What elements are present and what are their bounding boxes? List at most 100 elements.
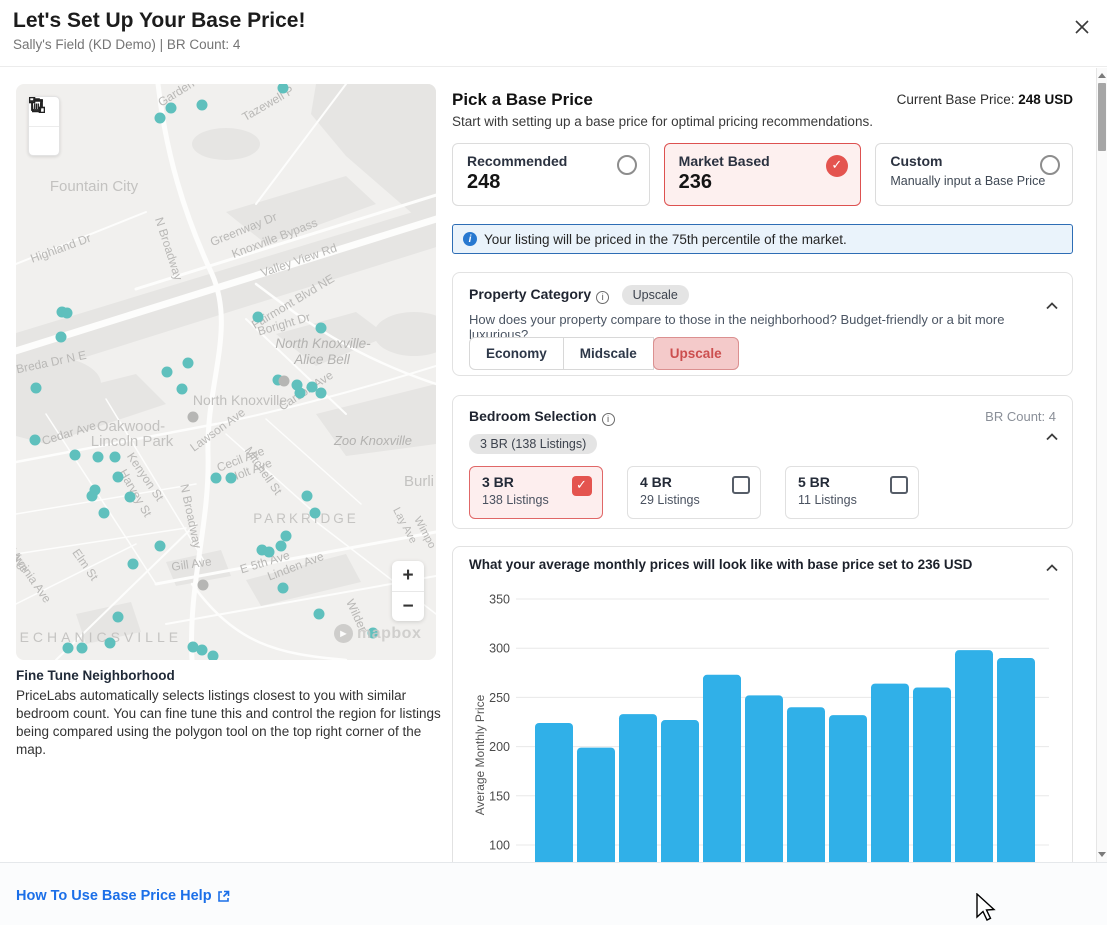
option-market-based[interactable]: Market Based 236 — [663, 143, 862, 206]
map-listing-dot[interactable] — [294, 387, 306, 399]
map-listing-dot[interactable] — [187, 411, 199, 423]
collapse-chevron-icon[interactable] — [1046, 428, 1058, 446]
map-listing-dot[interactable] — [104, 637, 116, 649]
map-listing-dot[interactable] — [196, 644, 208, 656]
vertical-scrollbar[interactable] — [1096, 68, 1107, 862]
chart-y-tick-label: 300 — [489, 642, 510, 656]
map-listing-dot[interactable] — [29, 434, 41, 446]
map-listing-dot[interactable] — [124, 491, 136, 503]
option-recommended[interactable]: Recommended 248 — [452, 143, 650, 206]
map-listing-dot[interactable] — [210, 472, 222, 484]
property-category-segmented: Economy Midscale Upscale — [469, 337, 739, 370]
chart-y-tick-label: 150 — [489, 789, 510, 803]
map-listing-dot[interactable] — [76, 642, 88, 654]
zoom-in-button[interactable]: + — [402, 565, 414, 586]
map-listing-dot[interactable] — [306, 381, 318, 393]
map-listing-dot[interactable] — [280, 530, 292, 542]
map-listing-dot[interactable] — [263, 546, 275, 558]
map-listing-dot[interactable] — [154, 112, 166, 124]
map-listing-dot[interactable] — [127, 558, 139, 570]
map-listing-dot[interactable] — [313, 608, 325, 620]
map-listing-dot[interactable] — [61, 307, 73, 319]
map-listing-dot[interactable] — [161, 366, 173, 378]
map-listing-dot[interactable] — [165, 102, 177, 114]
map-listing-dot[interactable] — [315, 387, 327, 399]
segment-upscale[interactable]: Upscale — [652, 337, 739, 370]
map-listing-dot[interactable] — [112, 611, 124, 623]
map-listing-dot[interactable] — [275, 540, 287, 552]
modal-body: Garden Dr Tazewell P Fountain City Highland… — [0, 68, 1096, 862]
chart-bar — [577, 747, 615, 862]
map-listing-dot[interactable] — [367, 627, 379, 639]
segment-midscale[interactable]: Midscale — [563, 337, 654, 370]
map-listing-dot[interactable] — [69, 449, 81, 461]
page-title: Let's Set Up Your Base Price! — [13, 9, 306, 32]
scrollbar-down-arrow[interactable] — [1097, 848, 1107, 861]
map-listing-dot[interactable] — [277, 582, 289, 594]
help-link[interactable]: How To Use Base Price Help — [16, 888, 230, 904]
info-icon[interactable] — [601, 413, 615, 426]
map-listing-dot[interactable] — [252, 311, 264, 323]
collapse-chevron-icon[interactable] — [1046, 297, 1058, 315]
map-listing-dot[interactable] — [92, 451, 104, 463]
map-listing-dot[interactable] — [109, 451, 121, 463]
delete-polygon-button[interactable] — [29, 98, 59, 155]
map-place-label: Lincoln Park — [91, 433, 174, 450]
fine-tune-title: Fine Tune Neighborhood — [16, 668, 175, 683]
zoom-out-button[interactable]: − — [392, 591, 424, 621]
info-icon[interactable] — [596, 291, 610, 304]
map-listing-dot[interactable] — [196, 99, 208, 111]
chart-bar — [787, 707, 825, 862]
map-place-label: N Broadway — [152, 216, 186, 283]
segment-economy[interactable]: Economy — [469, 337, 564, 370]
neighborhood-map[interactable]: Garden Dr Tazewell P Fountain City Highland… — [16, 84, 436, 660]
br-count-label: BR Count: 4 — [985, 409, 1056, 424]
bedroom-options: 3 BR 138 Listings 4 BR 29 Listings 5 BR … — [469, 466, 919, 519]
map-listing-dot[interactable] — [112, 471, 124, 483]
map-listing-dot[interactable] — [301, 490, 313, 502]
map-listing-dot[interactable] — [182, 357, 194, 369]
checkbox-icon[interactable] — [890, 476, 908, 494]
map-listing-dot[interactable] — [277, 84, 289, 94]
close-button[interactable] — [1069, 14, 1095, 40]
chart-y-axis-label: Average Monthly Price — [473, 694, 487, 815]
map-listing-dot[interactable] — [278, 375, 290, 387]
option-custom[interactable]: Custom Manually input a Base Price — [875, 143, 1074, 206]
modal-footer: How To Use Base Price Help — [0, 862, 1107, 925]
map-listing-dot[interactable] — [55, 331, 67, 343]
map-listing-dot[interactable] — [207, 650, 219, 661]
map-listing-dot[interactable] — [30, 382, 42, 394]
checkbox-checked-icon[interactable] — [572, 476, 592, 496]
scrollbar-thumb[interactable] — [1098, 83, 1106, 151]
chart-bar — [955, 650, 993, 862]
map-listing-dot[interactable] — [315, 322, 327, 334]
map-place-label: Oakwood- — [97, 418, 165, 435]
map-place-label: Zoo Knoxville — [333, 433, 412, 448]
collapse-chevron-icon[interactable] — [1046, 559, 1058, 577]
map-listing-dot[interactable] — [187, 641, 199, 653]
chart-title: What your average monthly prices will lo… — [469, 557, 973, 572]
chart-y-tick-label: 250 — [489, 691, 510, 705]
chart-y-tick-label: 100 — [489, 839, 510, 853]
checkbox-icon[interactable] — [732, 476, 750, 494]
current-base-price-value: 248 USD — [1018, 92, 1073, 107]
bedroom-option-4br[interactable]: 4 BR 29 Listings — [627, 466, 761, 519]
radio-checked-icon[interactable] — [826, 155, 849, 177]
map-listing-dot[interactable] — [86, 490, 98, 502]
bedroom-option-3br[interactable]: 3 BR 138 Listings — [469, 466, 603, 519]
radio-icon[interactable] — [1040, 155, 1061, 175]
map-listing-dot[interactable] — [154, 540, 166, 552]
map-listing-dot[interactable] — [197, 579, 209, 591]
map-listing-dot[interactable] — [176, 383, 188, 395]
scrollbar-up-arrow[interactable] — [1097, 69, 1107, 82]
map-listing-dot[interactable] — [62, 642, 74, 654]
radio-icon[interactable] — [616, 155, 637, 175]
percentile-info-banner: Your listing will be priced in the 75th … — [452, 224, 1073, 254]
chart-bar — [535, 722, 573, 862]
map-place-label: MECHANICSVILLE — [16, 629, 182, 645]
map-listing-dot[interactable] — [309, 507, 321, 519]
map-listing-dot[interactable] — [98, 507, 110, 519]
map-place-label: Burli — [404, 473, 434, 490]
map-listing-dot[interactable] — [225, 472, 237, 484]
bedroom-option-5br[interactable]: 5 BR 11 Listings — [785, 466, 919, 519]
